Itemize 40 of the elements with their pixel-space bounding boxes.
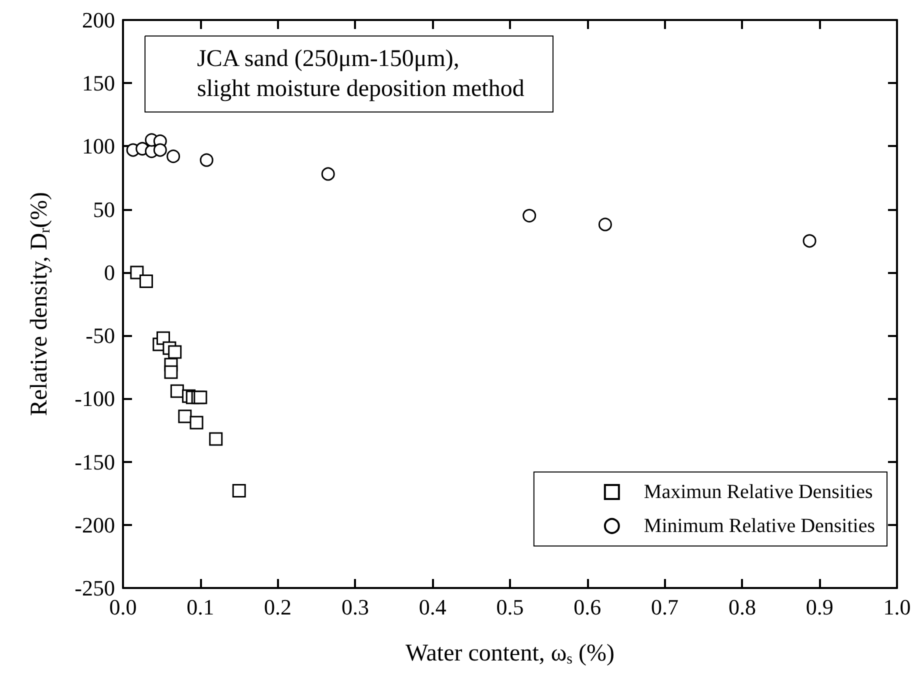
- point: [164, 365, 178, 379]
- y-tick-label: 0: [104, 260, 115, 285]
- annotation: JCA sand (250μm-150μm), slight moisture deposition method: [197, 46, 524, 102]
- y-tick-label: -200: [74, 512, 115, 538]
- y-tick-label: 200: [82, 8, 115, 32]
- x-tick-label: 0.4: [418, 594, 446, 620]
- x-tick-label: 0.3: [341, 594, 369, 620]
- y-tick-label: 150: [82, 70, 115, 96]
- point: [209, 432, 223, 446]
- point: [194, 390, 208, 404]
- point: [139, 274, 153, 288]
- x-tick-label: 0.2: [264, 594, 292, 620]
- x-tick-label: 1.0: [883, 594, 911, 620]
- x-tick-label: 0.1: [186, 594, 214, 620]
- legend-label: Maximun Relative Densities: [644, 481, 873, 503]
- y-tick-label: -100: [74, 386, 115, 412]
- point: [178, 410, 192, 424]
- x-tick-label: 0.7: [651, 594, 679, 620]
- point: [802, 234, 816, 248]
- y-tick-label: -50: [86, 323, 115, 348]
- x-tick-label: 0.5: [496, 594, 524, 620]
- x-tick-label: 0.8: [728, 594, 756, 620]
- point: [200, 153, 214, 167]
- point: [232, 484, 246, 498]
- y-tick-label: 50: [93, 196, 115, 222]
- y-tick-label: 100: [82, 134, 115, 159]
- point: [130, 266, 144, 280]
- point: [166, 150, 180, 164]
- point: [168, 345, 182, 359]
- point: [598, 218, 612, 232]
- point: [522, 208, 536, 222]
- legend-label: Minimum Relative Densities: [644, 515, 876, 537]
- point: [170, 384, 184, 398]
- point: [153, 143, 167, 157]
- x-tick-label: 0.9: [806, 594, 834, 620]
- x-tick-label: 0.6: [574, 594, 602, 620]
- point: [190, 416, 204, 430]
- point: [321, 167, 335, 181]
- y-tick-label: -150: [74, 449, 115, 474]
- y-axis-title: Relative density, Dr(%): [26, 192, 54, 416]
